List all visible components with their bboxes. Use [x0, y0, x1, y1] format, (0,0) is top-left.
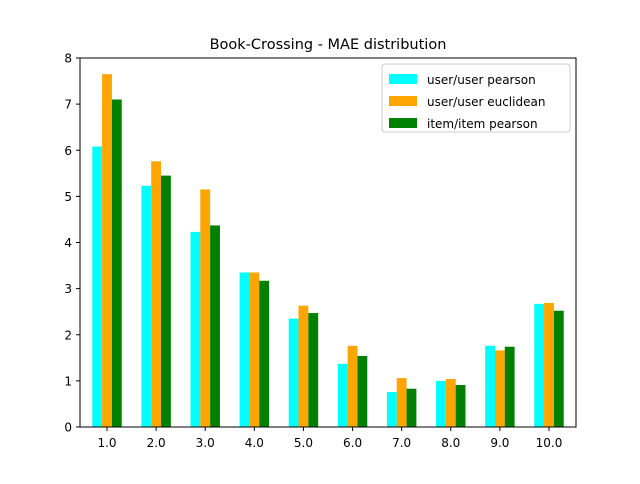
legend-label-2: user/user euclidean [427, 95, 545, 109]
bar-2-8.0 [445, 379, 456, 427]
y-tick-label: 3 [64, 282, 72, 296]
bar-1-3.0 [190, 231, 201, 427]
bar-2-10.0 [544, 302, 554, 427]
bar-3-2.0 [161, 175, 171, 427]
legend-swatch-1 [389, 74, 417, 84]
axes-layer: 0 1 2 3 4 5 6 7 8 1.0 2.0 3.0 4.0 5.0 6.0 7.0 8.0 9.0 10.0 [64, 52, 577, 450]
x-tick-label: 2.0 [147, 436, 166, 450]
x-tick-label: 1.0 [97, 436, 116, 450]
legend-box [381, 63, 571, 133]
bar-1-7.0 [386, 391, 397, 427]
bar-1-4.0 [239, 272, 250, 427]
bar-3-1.0 [111, 99, 122, 427]
bar-1-8.0 [436, 380, 446, 428]
x-tick-label: 10.0 [536, 436, 563, 450]
x-tick-label: 4.0 [245, 436, 264, 450]
bar-3-9.0 [504, 346, 515, 427]
legend: user/user pearson user/user euclidean item… [381, 63, 571, 133]
x-tick-label: 8.0 [441, 436, 460, 450]
y-tick-label: 6 [64, 144, 72, 158]
bars-layer [92, 74, 564, 428]
legend-label-1: user/user pearson [427, 73, 536, 87]
x-tick-label: 3.0 [196, 436, 215, 450]
bar-2-7.0 [396, 378, 407, 427]
legend-swatch-3 [389, 118, 417, 128]
bar-1-6.0 [337, 363, 348, 427]
bar-3-4.0 [259, 280, 270, 427]
bar-1-10.0 [534, 303, 545, 427]
bar-2-1.0 [102, 74, 112, 427]
bar-2-9.0 [494, 350, 505, 427]
bar-3-6.0 [357, 355, 368, 427]
bar-2-5.0 [298, 305, 309, 427]
legend-swatch-2 [389, 96, 417, 106]
y-tick-label: 1 [64, 374, 72, 388]
y-tick-label: 2 [64, 328, 72, 342]
bar-3-10.0 [553, 310, 564, 427]
x-tick-label: 6.0 [343, 436, 362, 450]
legend-label-3: item/item pearson [427, 117, 538, 131]
chart-title: Book-Crossing - MAE distribution [210, 37, 447, 53]
y-tick-label: 0 [64, 421, 72, 435]
bar-2-4.0 [249, 272, 260, 427]
x-tick-label: 9.0 [490, 436, 509, 450]
x-tick-label: 7.0 [392, 436, 411, 450]
bar-1-1.0 [92, 146, 103, 427]
series-3 [111, 99, 564, 427]
bar-3-5.0 [308, 313, 319, 427]
bar-1-9.0 [485, 345, 495, 427]
y-tick-label: 4 [64, 236, 72, 250]
bar-3-3.0 [210, 225, 220, 427]
bar-1-5.0 [288, 318, 299, 427]
y-tick-label: 8 [64, 52, 72, 66]
series-2 [102, 74, 554, 427]
y-tick-label: 5 [64, 190, 72, 204]
bar-3-8.0 [455, 385, 466, 427]
series-1 [92, 146, 545, 428]
bar-1-2.0 [141, 185, 152, 427]
bar-2-2.0 [151, 161, 162, 427]
bar-3-7.0 [406, 388, 417, 427]
bar-2-6.0 [347, 345, 358, 427]
bar-2-3.0 [200, 189, 211, 427]
y-tick-label: 7 [64, 98, 72, 112]
x-tick-label: 5.0 [294, 436, 313, 450]
